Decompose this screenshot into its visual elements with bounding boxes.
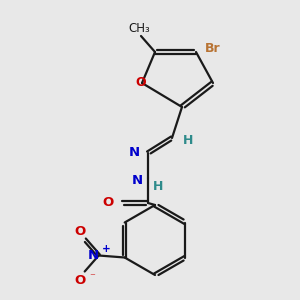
Text: H: H [153, 179, 164, 193]
Text: O: O [74, 274, 85, 287]
Text: H: H [183, 134, 193, 148]
Text: Br: Br [205, 43, 221, 56]
Text: +: + [102, 244, 110, 254]
Text: N: N [129, 146, 140, 158]
Text: N: N [88, 249, 99, 262]
Text: O: O [136, 76, 146, 89]
Text: N: N [132, 173, 143, 187]
Text: ⁻: ⁻ [90, 272, 96, 283]
Text: CH₃: CH₃ [128, 22, 150, 34]
Text: O: O [74, 225, 85, 238]
Text: O: O [103, 196, 114, 209]
